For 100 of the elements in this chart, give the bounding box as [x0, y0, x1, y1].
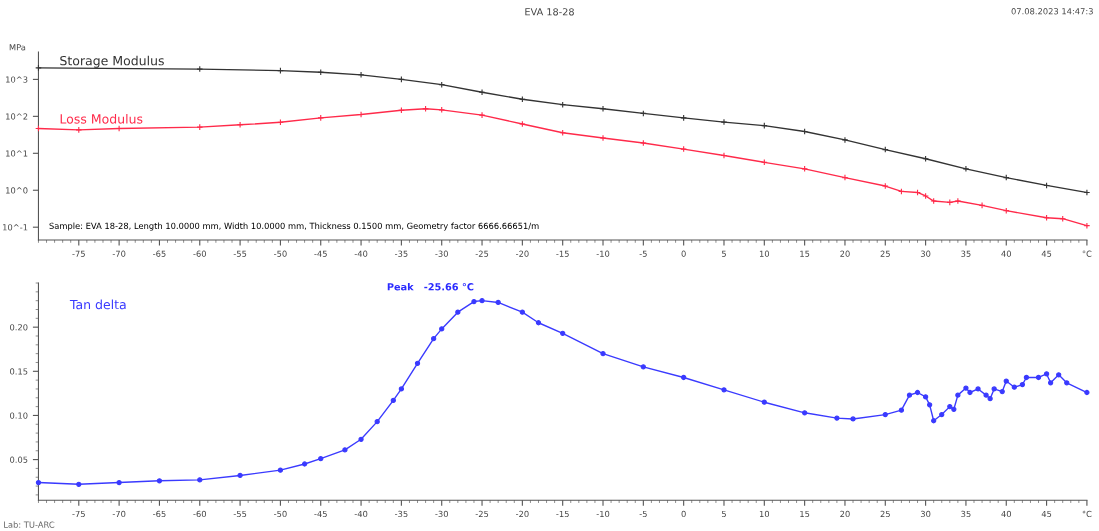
- x-tick-label: -55: [233, 510, 247, 518]
- x-tick-label: 40: [1001, 510, 1012, 518]
- point: [76, 481, 82, 487]
- text: Lab: TU-ARC: [4, 521, 55, 528]
- point: [495, 299, 501, 306]
- x-tick-label: -50: [274, 510, 287, 518]
- x-tick-label: 40: [1001, 250, 1012, 257]
- point: [939, 411, 945, 418]
- x-tick-label: -40: [354, 250, 368, 257]
- x-tick-label: -25: [475, 250, 489, 257]
- point: [116, 479, 122, 486]
- point: [962, 165, 970, 173]
- point: [519, 120, 526, 128]
- x-tick-label: -30: [435, 250, 448, 257]
- point: [991, 386, 997, 392]
- point: [519, 309, 526, 315]
- point: [1043, 371, 1050, 377]
- point: [834, 415, 840, 421]
- x-tick-label: 5: [721, 250, 726, 257]
- point: [955, 392, 961, 398]
- point: [600, 351, 606, 357]
- point: [882, 411, 888, 418]
- point: [471, 298, 477, 305]
- x-tick-label: °C: [1082, 250, 1092, 257]
- point: [922, 394, 929, 400]
- x-tick-label: -70: [112, 250, 126, 257]
- point: [1056, 372, 1062, 378]
- x-tick-label: 0: [681, 250, 686, 257]
- point: [317, 114, 325, 122]
- x-tick-label: -20: [515, 510, 529, 518]
- point: [1023, 374, 1030, 381]
- x-tick-label: -10: [596, 510, 610, 518]
- x-tick-label: -10: [596, 250, 610, 257]
- point: [277, 467, 284, 473]
- series-label: Loss Modulus: [60, 113, 143, 124]
- x-tick-label: -55: [233, 250, 247, 257]
- annotation: Sample: EVA 18-28, Length 10.0000 mm, Width 10.0000 mm, Thickness 0.1500 mm, Geometry factor 6666.66651/m: [49, 222, 539, 231]
- point: [560, 330, 566, 336]
- x-tick-label: -5: [639, 510, 647, 518]
- x-tick-label: 15: [800, 510, 810, 518]
- point: [236, 121, 244, 129]
- y-tick-label: 0.05: [10, 456, 28, 463]
- point: [342, 447, 348, 453]
- x-tick-label: -5: [639, 250, 647, 257]
- text: Tan delta: [69, 299, 126, 310]
- x-tick-label: -50: [274, 250, 287, 257]
- x-tick-label: -35: [394, 510, 408, 518]
- point: [301, 461, 308, 467]
- x-tick-label: 20: [840, 510, 850, 518]
- point: [398, 386, 405, 392]
- point: [801, 410, 808, 416]
- point: [599, 134, 607, 142]
- chart-title: EVA 18-28: [525, 8, 574, 16]
- x-tick-label: -70: [112, 510, 126, 518]
- point: [197, 477, 203, 483]
- point: [999, 388, 1005, 395]
- point: [975, 386, 981, 392]
- point: [318, 456, 324, 462]
- y-tick-label: 10^2: [6, 113, 28, 120]
- x-tick-label: -30: [435, 510, 448, 518]
- point: [947, 403, 953, 410]
- x-tick-label: -60: [193, 510, 207, 518]
- point: [906, 392, 913, 398]
- series-label: Storage Modulus: [60, 55, 164, 68]
- point: [881, 182, 889, 190]
- x-tick-label: 5: [721, 510, 726, 518]
- point: [358, 436, 364, 442]
- point: [681, 374, 687, 381]
- point: [196, 123, 204, 131]
- x-tick-label: -15: [556, 510, 569, 518]
- x-tick-label: -45: [314, 510, 327, 518]
- point: [841, 174, 849, 181]
- point: [967, 389, 973, 396]
- point: [1035, 374, 1042, 381]
- x-tick-label: 15: [800, 250, 810, 257]
- y-tick-label: 10^-1: [3, 224, 28, 231]
- x-tick-label: 45: [1041, 510, 1052, 518]
- point: [455, 309, 461, 315]
- point: [156, 478, 163, 484]
- x-tick-label: 25: [880, 250, 890, 257]
- y-tick-label: 10^1: [6, 150, 28, 157]
- point: [927, 402, 933, 408]
- x-tick-label: °C: [1082, 510, 1092, 518]
- point: [987, 396, 993, 402]
- annotation: Peak -25.66 °C: [387, 282, 474, 291]
- y-tick-label: 10^3: [6, 76, 28, 83]
- point: [963, 385, 969, 391]
- point: [951, 406, 957, 412]
- x-tick-label: -65: [153, 510, 166, 518]
- point: [1011, 384, 1017, 390]
- point: [1084, 389, 1090, 396]
- point: [640, 364, 646, 370]
- x-tick-label: -15: [556, 250, 569, 257]
- x-tick-label: 10: [759, 510, 770, 518]
- x-tick-label: -45: [314, 250, 327, 257]
- y-tick-label: 0.15: [10, 368, 28, 375]
- x-tick-label: 25: [880, 510, 890, 518]
- x-tick-label: 10: [759, 250, 770, 257]
- point: [237, 472, 243, 479]
- point: [850, 416, 856, 422]
